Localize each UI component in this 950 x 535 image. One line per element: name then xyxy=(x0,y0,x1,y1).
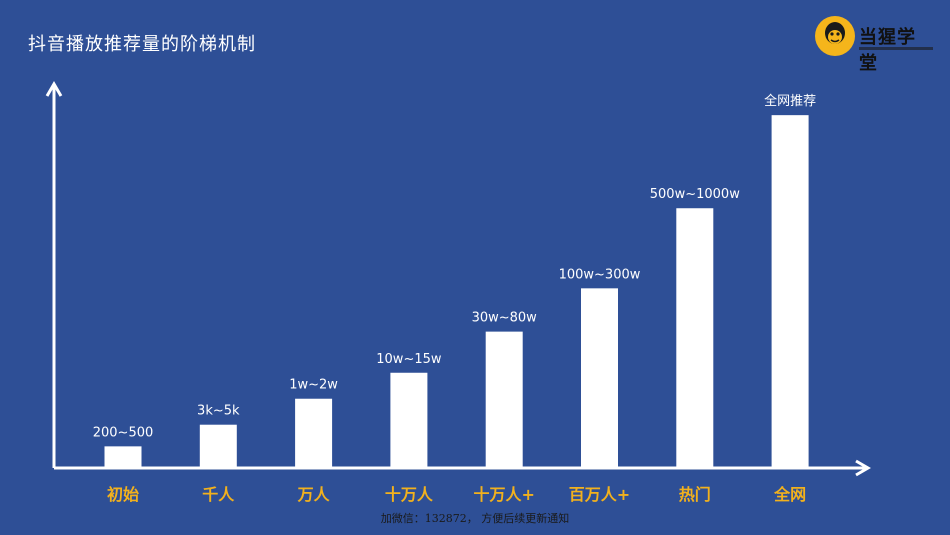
bar-value-label: 3k~5k xyxy=(197,404,240,419)
monkey-face-icon xyxy=(815,16,855,56)
footer-note: 加微信：132872， 方便后续更新通知 xyxy=(380,512,570,525)
category-label: 热门 xyxy=(679,485,711,504)
bar-4 xyxy=(390,372,428,468)
chart-bars: 200~500 初始 3k~5k 千人 1w~2w 万人 10w~15w 十万人 30w~80w… xyxy=(93,93,816,504)
bar-2 xyxy=(199,424,237,468)
logo-tagline xyxy=(859,47,933,50)
category-label: 十万人 xyxy=(385,485,434,504)
bar-value-label: 10w~15w xyxy=(376,352,442,367)
bar-value-label: 200~500 xyxy=(93,425,154,440)
bar-5 xyxy=(485,331,523,468)
page-title: 抖音播放推荐量的阶梯机制 xyxy=(28,34,256,55)
chart-axes xyxy=(45,81,871,477)
bar-8 xyxy=(771,115,809,468)
bar-value-label: 500w~1000w xyxy=(650,187,740,202)
category-label: 十万人+ xyxy=(473,485,534,504)
bar-value-label: 30w~80w xyxy=(472,311,538,326)
category-label: 万人 xyxy=(297,485,331,504)
x-axis-arrow xyxy=(855,459,871,477)
bar-1 xyxy=(104,446,142,468)
category-label: 全网 xyxy=(773,485,806,504)
bar-7 xyxy=(676,208,714,468)
bar-value-label: 全网推荐 xyxy=(764,93,816,109)
y-axis-arrow xyxy=(45,81,63,97)
bar-value-label: 100w~300w xyxy=(559,267,641,282)
category-label: 初始 xyxy=(107,485,139,504)
bar-3 xyxy=(295,398,333,468)
logo-text: 当猩学堂 xyxy=(859,27,916,74)
category-label: 千人 xyxy=(202,485,235,504)
bar-6 xyxy=(581,288,618,468)
logo: 当猩学堂 xyxy=(815,16,933,74)
bar-value-label: 1w~2w xyxy=(289,378,338,393)
category-label: 百万人+ xyxy=(569,485,630,504)
